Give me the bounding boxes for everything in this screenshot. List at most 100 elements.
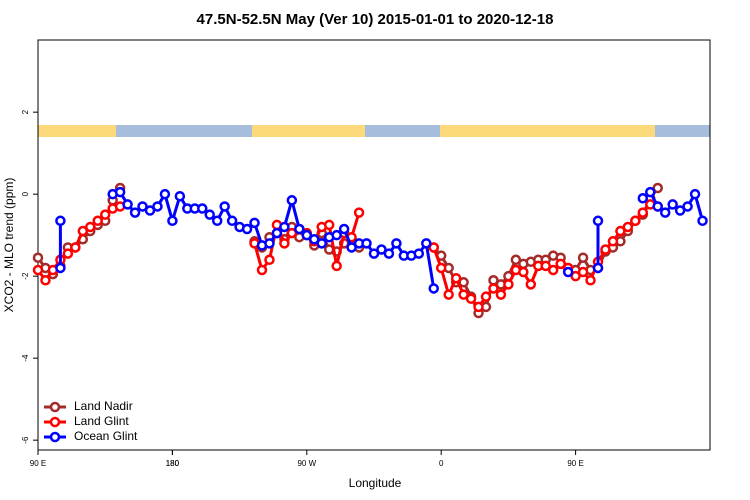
point bbox=[547, 264, 559, 276]
legend-marker bbox=[49, 401, 61, 413]
point bbox=[525, 279, 537, 290]
plot-frame bbox=[37, 39, 711, 451]
point bbox=[689, 188, 701, 200]
point bbox=[682, 201, 693, 212]
point bbox=[674, 205, 686, 216]
point bbox=[114, 186, 126, 198]
point bbox=[667, 199, 678, 210]
legend-marker bbox=[49, 416, 61, 428]
point bbox=[256, 264, 268, 276]
point bbox=[428, 283, 439, 294]
y-axis-label: XCO2 - MLO trend (ppm) bbox=[2, 178, 16, 313]
point bbox=[450, 272, 462, 284]
point bbox=[286, 195, 298, 206]
point bbox=[159, 188, 171, 200]
point bbox=[211, 215, 223, 227]
legend-label: Land Glint bbox=[74, 414, 129, 428]
y-tick-label: -4 bbox=[21, 354, 30, 362]
point bbox=[249, 217, 260, 229]
x-tick-label: 90 E bbox=[567, 459, 583, 468]
point bbox=[62, 248, 74, 259]
point bbox=[570, 270, 581, 282]
point bbox=[204, 209, 215, 220]
point bbox=[518, 266, 529, 278]
point bbox=[495, 289, 507, 300]
point bbox=[637, 193, 649, 204]
x-axis-label: Longitude bbox=[349, 476, 402, 490]
point bbox=[129, 207, 141, 218]
point bbox=[316, 238, 327, 249]
point bbox=[600, 244, 611, 255]
point bbox=[279, 238, 290, 249]
point bbox=[413, 248, 425, 259]
point bbox=[607, 236, 619, 247]
point bbox=[503, 279, 514, 290]
point bbox=[137, 201, 148, 212]
x-tick-label: 0 bbox=[439, 459, 444, 468]
point bbox=[92, 215, 103, 227]
point bbox=[346, 242, 357, 253]
series-line bbox=[58, 189, 704, 289]
point bbox=[40, 275, 51, 286]
point bbox=[540, 260, 551, 272]
point bbox=[85, 221, 96, 233]
chart-title: 47.5N-52.5N May (Ver 10) 2015-01-01 to 2… bbox=[197, 11, 554, 28]
point bbox=[480, 291, 492, 302]
point bbox=[286, 227, 298, 239]
legend-marker bbox=[49, 431, 61, 443]
point bbox=[361, 238, 372, 249]
point bbox=[465, 293, 477, 304]
point bbox=[99, 209, 111, 220]
x-tick-label: 90 W bbox=[297, 459, 316, 468]
point bbox=[353, 207, 365, 218]
point bbox=[144, 205, 156, 216]
point bbox=[338, 223, 350, 235]
land-band bbox=[440, 125, 655, 137]
point bbox=[32, 264, 44, 276]
point bbox=[264, 254, 275, 266]
point bbox=[435, 262, 447, 274]
point bbox=[622, 221, 634, 233]
point bbox=[391, 238, 402, 249]
point bbox=[592, 262, 604, 274]
point bbox=[630, 215, 641, 227]
point bbox=[473, 301, 484, 313]
point bbox=[383, 248, 395, 259]
point bbox=[55, 262, 66, 274]
y-tick-label: -2 bbox=[21, 272, 30, 280]
point bbox=[197, 203, 208, 214]
point bbox=[122, 199, 133, 210]
y-tick-label: -6 bbox=[21, 436, 30, 444]
point bbox=[271, 227, 283, 239]
land-band bbox=[38, 125, 116, 137]
legend-label: Ocean Glint bbox=[74, 429, 138, 443]
point bbox=[331, 260, 342, 272]
point bbox=[376, 244, 387, 255]
point bbox=[697, 215, 708, 227]
point bbox=[167, 215, 178, 227]
point bbox=[645, 186, 656, 198]
point bbox=[301, 229, 313, 241]
y-tick-label: 0 bbox=[21, 191, 30, 196]
point bbox=[592, 215, 604, 227]
point bbox=[174, 190, 186, 202]
x-tick-label: 180 bbox=[166, 459, 180, 468]
point bbox=[652, 201, 663, 212]
point bbox=[70, 242, 81, 253]
point bbox=[510, 254, 522, 266]
point bbox=[659, 207, 671, 218]
point bbox=[652, 182, 663, 194]
point bbox=[279, 221, 290, 233]
point bbox=[55, 215, 66, 227]
point bbox=[555, 258, 566, 270]
point bbox=[421, 238, 432, 249]
legend-label: Land Nadir bbox=[74, 399, 133, 413]
point bbox=[562, 266, 574, 278]
point bbox=[637, 207, 649, 218]
point bbox=[458, 289, 469, 300]
point bbox=[241, 223, 253, 235]
point bbox=[77, 225, 89, 237]
point bbox=[585, 275, 596, 286]
point bbox=[488, 283, 499, 294]
